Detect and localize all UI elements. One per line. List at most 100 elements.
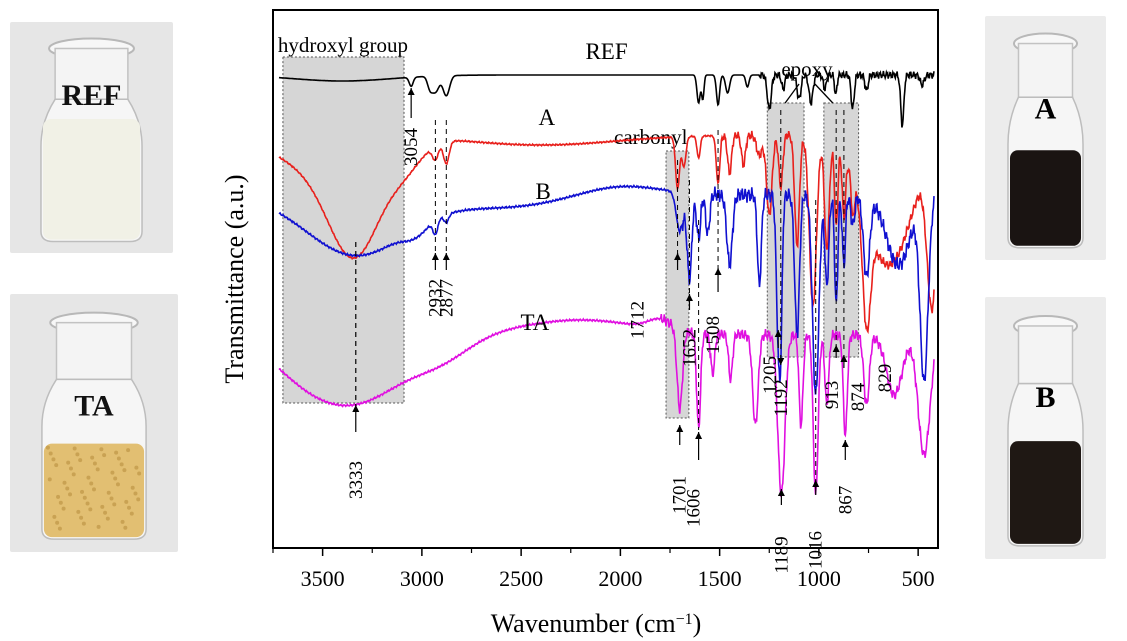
powder-grain — [99, 447, 104, 452]
powder-grain — [45, 445, 50, 450]
peak-label: 1189 — [771, 536, 792, 573]
epoxy-arrow — [814, 83, 834, 104]
vial-label: B — [1035, 381, 1055, 414]
powder-grain — [82, 495, 87, 500]
powder-grain — [110, 470, 115, 475]
powder-grain — [62, 480, 67, 485]
peak-874: 874 — [840, 355, 869, 411]
peak-1606: 1606 — [684, 432, 705, 527]
vial-neck — [1017, 42, 1074, 98]
powder-grain — [89, 481, 94, 486]
peak-867: 867 — [835, 440, 856, 514]
peak-label: 829 — [875, 364, 896, 393]
peak-1192: 1192 — [771, 355, 792, 417]
powder-grain — [130, 485, 135, 490]
photo-a-vial: A — [985, 16, 1106, 260]
powder-grain — [100, 504, 105, 509]
powder-grain — [116, 456, 121, 461]
peak-arrowhead — [777, 358, 785, 365]
peak-arrowhead — [774, 330, 782, 337]
powder-grain — [127, 505, 132, 510]
vial-neck — [1017, 325, 1074, 385]
powder-grain — [51, 457, 56, 462]
y-axis-label: Transmittance (a.u.) — [220, 174, 249, 383]
peak-829: 829 — [875, 364, 896, 393]
powder-grain — [129, 511, 134, 516]
powder-grain — [61, 506, 66, 511]
peak-arrowhead — [777, 489, 785, 496]
vial-graphic: TA — [10, 294, 178, 552]
x-tick-label: 500 — [902, 566, 935, 591]
powder-grain — [58, 500, 63, 505]
x-tick-label: 2000 — [598, 566, 642, 591]
powder-grain — [95, 467, 100, 472]
powder-grain — [120, 519, 125, 524]
vial-label: TA — [74, 389, 114, 422]
peak-label: 1701 — [670, 476, 691, 514]
series-labels: REF A B TA — [520, 39, 627, 335]
powder-grain — [71, 472, 76, 477]
peak-1205: 1205 — [760, 330, 782, 394]
x-tick-label: 2500 — [499, 566, 543, 591]
peak-label: 2877 — [436, 279, 457, 317]
peak-1701: 1701 — [670, 425, 691, 514]
powder-grain — [85, 501, 90, 506]
powder-grain — [114, 450, 119, 455]
powder-grain — [72, 446, 77, 451]
photo-ta-vial: TA — [10, 294, 178, 552]
peak-arrowhead — [840, 355, 848, 362]
peak-1508: 1508 — [703, 268, 724, 354]
spectra — [278, 69, 935, 498]
powder-grain — [86, 475, 91, 480]
peak-label: 867 — [835, 486, 856, 515]
peak-label: 1652 — [679, 329, 700, 367]
peak-label: 874 — [848, 382, 869, 411]
peak-label: 2932 — [425, 279, 446, 317]
powder-grain — [137, 471, 142, 476]
peak-label: 1192 — [771, 379, 792, 416]
powder-grain — [48, 451, 53, 456]
powder-grain — [92, 461, 97, 466]
peak-arrowhead — [407, 88, 415, 95]
powder-grain — [75, 452, 80, 457]
series-line-ref — [278, 69, 935, 128]
powder-grain — [123, 525, 128, 530]
powder-grain — [78, 458, 83, 463]
series-line-b — [278, 184, 935, 395]
peak-3333: 3333 — [346, 242, 367, 499]
powder-grain — [105, 516, 110, 521]
peak-1652: 1652 — [679, 294, 700, 367]
peak-arrowhead — [714, 268, 722, 275]
plot-frame — [272, 9, 939, 549]
peak-label: 1205 — [760, 356, 781, 394]
powder-grain — [122, 468, 127, 473]
peak-arrowhead — [676, 425, 684, 432]
vial-content — [1009, 441, 1082, 544]
peak-2877: 2877 — [436, 253, 457, 317]
powder-grain — [56, 494, 61, 499]
peak-arrowhead — [695, 432, 703, 439]
peak-arrowhead — [352, 405, 360, 412]
vial-neck — [55, 321, 133, 381]
powder-grain — [68, 492, 73, 497]
peak-arrowhead — [812, 480, 820, 487]
vial-label: REF — [62, 79, 122, 112]
powder-grain — [66, 460, 71, 465]
series-line-a — [278, 130, 935, 335]
peak-label: 1606 — [684, 489, 705, 527]
powder-grain — [55, 520, 60, 525]
photo-ref-vial: REF — [10, 22, 173, 253]
powder-grain — [103, 510, 108, 515]
powder-grain — [136, 497, 141, 502]
powder-grain — [115, 482, 120, 487]
x-tick-label: 3000 — [400, 566, 444, 591]
x-axis-label: Wavenumber (cm−1) — [491, 609, 702, 638]
peak-label: 1508 — [703, 316, 724, 354]
powder-grain — [113, 476, 118, 481]
series-label-ref: REF — [585, 39, 627, 64]
series-label-ta: TA — [520, 310, 549, 335]
powder-grain — [119, 462, 124, 467]
powder-grain — [57, 526, 62, 531]
